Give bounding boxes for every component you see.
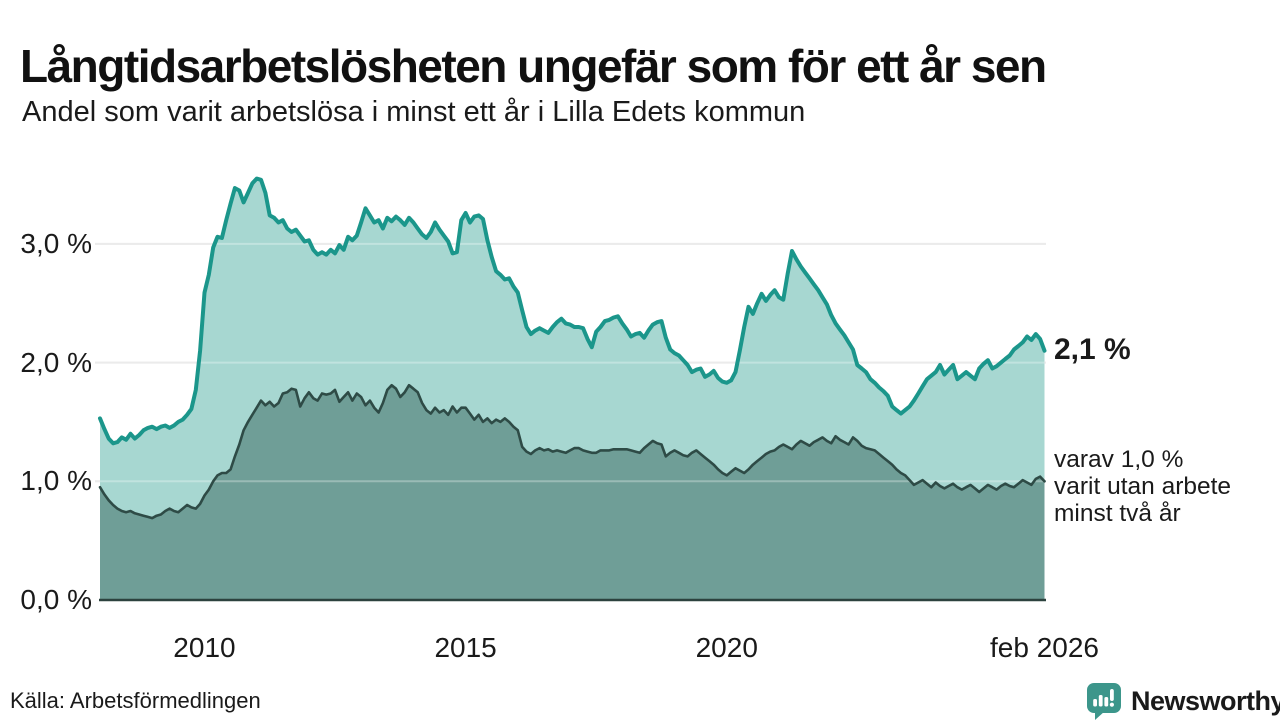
- x-tick-label: 2015: [434, 632, 497, 663]
- x-tick-label: 2010: [173, 632, 236, 663]
- y-tick-label: 2,0 %: [20, 346, 92, 378]
- y-tick-label: 3,0 %: [20, 227, 92, 259]
- newsworthy-icon: [1087, 683, 1121, 720]
- y-axis-labels: 0,0 % 1,0 % 2,0 % 3,0 %: [0, 0, 92, 720]
- last-value-label: 2,1 %: [1054, 333, 1131, 366]
- newsworthy-logo[interactable]: Newsworthy: [1086, 682, 1280, 720]
- x-tick-label: feb 2026: [989, 632, 1099, 663]
- y-tick-label: 0,0 %: [20, 584, 92, 615]
- secondary-series-label: varav 1,0 % varit utan arbete minst två …: [1054, 446, 1232, 527]
- x-axis-labels: 2010 2015 2020 feb 2026: [0, 632, 1280, 672]
- newsworthy-wordmark: Newsworthy: [1131, 686, 1280, 716]
- chart-title: Långtidsarbetslösheten ungefär som för e…: [20, 39, 1047, 92]
- chart-subtitle: Andel som varit arbetslösa i minst ett å…: [22, 96, 806, 128]
- source-note: Källa: Arbetsförmedlingen: [10, 688, 261, 713]
- x-tick-label: 2020: [695, 632, 758, 663]
- y-tick-label: 1,0 %: [20, 465, 92, 497]
